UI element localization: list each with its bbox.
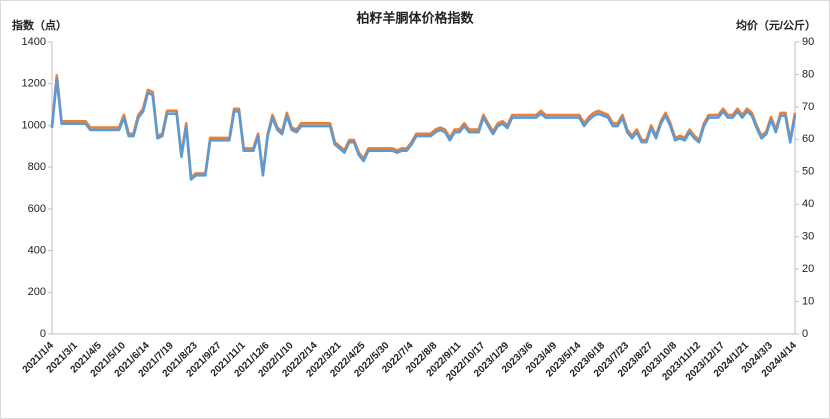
- y2-tick-label: 30: [802, 231, 814, 243]
- y-tick-label: 600: [28, 203, 46, 215]
- y2-tick-label: 0: [802, 328, 808, 340]
- y2-tick-label: 40: [802, 198, 814, 210]
- chart-title: 柏籽羊胴体价格指数: [356, 10, 474, 25]
- y2-tick-label: 70: [802, 101, 814, 113]
- y-tick-label: 1400: [22, 36, 46, 48]
- y2-tick-label: 50: [802, 166, 814, 178]
- y-tick-label: 200: [28, 286, 46, 298]
- y-tick-label: 1200: [22, 78, 46, 90]
- series-line: [50, 77, 797, 181]
- y2-tick-label: 10: [802, 295, 814, 307]
- y2-tick-label: 80: [802, 68, 814, 80]
- y-tick-label: 1000: [22, 119, 46, 131]
- y-tick-label: 0: [40, 328, 46, 340]
- y-tick-label: 800: [28, 161, 46, 173]
- y2-tick-label: 20: [802, 263, 814, 275]
- y2-tick-label: 90: [802, 36, 814, 48]
- y-axis-title: 指数（点）: [12, 18, 67, 32]
- y-tick-label: 400: [28, 244, 46, 256]
- y2-tick-label: 60: [802, 133, 814, 145]
- y2-axis-title: 均价（元/公斤）: [736, 18, 816, 32]
